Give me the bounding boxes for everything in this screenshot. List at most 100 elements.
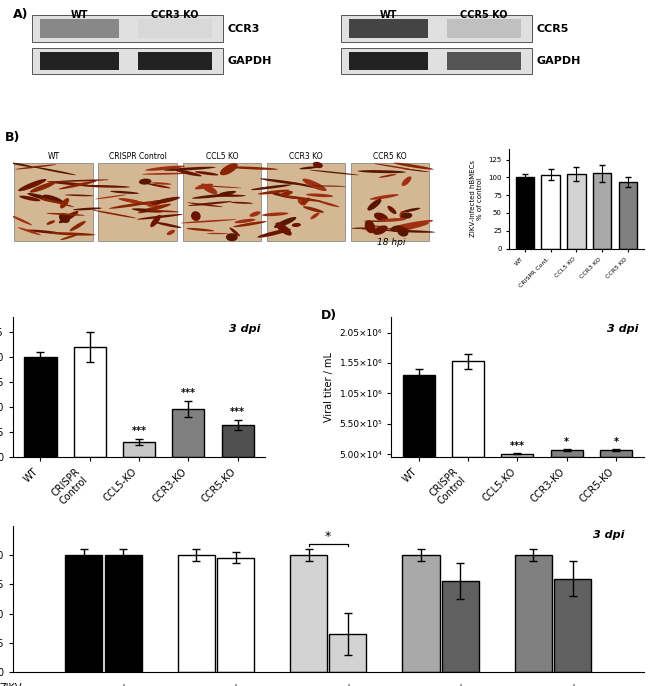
FancyBboxPatch shape [138,19,212,38]
Text: −: − [529,683,538,686]
Ellipse shape [250,211,261,217]
Ellipse shape [384,230,436,233]
Text: ZIKV: ZIKV [0,683,22,686]
Ellipse shape [59,213,70,223]
Ellipse shape [379,174,396,178]
Ellipse shape [187,202,223,207]
Bar [567,174,586,248]
Ellipse shape [270,192,295,199]
Bar [402,555,439,672]
FancyBboxPatch shape [349,51,428,71]
Text: WT: WT [71,10,88,21]
Text: ***: *** [230,407,245,417]
Ellipse shape [142,173,189,175]
Ellipse shape [309,170,359,175]
Ellipse shape [260,178,308,186]
Ellipse shape [18,227,41,235]
Ellipse shape [15,165,57,169]
Ellipse shape [361,228,411,230]
Ellipse shape [81,185,130,188]
Text: +: + [344,683,352,686]
Ellipse shape [311,213,320,220]
Ellipse shape [303,206,324,213]
Ellipse shape [365,220,375,233]
Ellipse shape [274,217,296,228]
Ellipse shape [58,211,79,223]
Ellipse shape [195,184,213,189]
Bar [501,453,534,457]
Bar [290,555,327,672]
Bar [541,174,560,248]
Text: ***: *** [131,426,147,436]
Ellipse shape [276,222,292,235]
Ellipse shape [167,230,175,235]
Ellipse shape [118,198,152,206]
Ellipse shape [364,220,387,222]
Text: CCR3: CCR3 [228,24,260,34]
Ellipse shape [43,195,63,203]
Text: −: − [80,683,88,686]
Ellipse shape [119,198,140,202]
Ellipse shape [374,213,388,222]
FancyBboxPatch shape [266,163,345,241]
Text: CCR3 KO: CCR3 KO [151,10,199,21]
Ellipse shape [201,183,217,194]
Ellipse shape [110,191,139,194]
Text: +: + [119,683,127,686]
Bar [65,555,102,672]
Ellipse shape [46,213,84,215]
Ellipse shape [313,162,323,168]
FancyBboxPatch shape [447,51,521,71]
Text: GAPDH: GAPDH [228,56,272,66]
Ellipse shape [18,179,46,191]
Ellipse shape [181,220,237,223]
Ellipse shape [300,166,318,169]
Ellipse shape [402,168,429,172]
Ellipse shape [188,201,232,206]
Ellipse shape [60,234,79,240]
Ellipse shape [30,182,56,193]
Ellipse shape [401,213,412,219]
Ellipse shape [138,204,171,213]
Bar [403,375,435,457]
Text: A): A) [13,8,29,21]
FancyBboxPatch shape [349,19,428,38]
Ellipse shape [58,180,97,189]
Ellipse shape [373,226,388,235]
Ellipse shape [151,182,172,185]
Ellipse shape [207,233,228,234]
Ellipse shape [394,222,429,232]
Ellipse shape [19,196,40,201]
Bar [593,173,612,248]
Text: *: * [325,530,332,543]
Bar [222,425,254,457]
FancyBboxPatch shape [14,163,94,241]
Ellipse shape [139,178,151,185]
Text: *: * [564,438,569,447]
Ellipse shape [197,185,242,188]
Ellipse shape [231,202,253,204]
Ellipse shape [229,228,240,237]
Ellipse shape [402,208,421,213]
Ellipse shape [73,207,102,211]
Ellipse shape [40,199,63,204]
Ellipse shape [219,191,236,195]
Text: WT: WT [380,10,397,21]
Bar [551,450,583,457]
Ellipse shape [258,189,290,195]
Ellipse shape [251,185,292,190]
Ellipse shape [146,165,185,171]
FancyBboxPatch shape [183,163,261,241]
Ellipse shape [70,221,86,231]
Text: 3 dpi: 3 dpi [607,324,638,335]
Text: 18 hpi: 18 hpi [377,237,406,247]
Text: CCL5 KO: CCL5 KO [205,152,238,161]
Ellipse shape [393,220,433,228]
Ellipse shape [92,210,136,218]
Ellipse shape [370,194,398,200]
Text: 3 dpi: 3 dpi [593,530,625,541]
Text: −: − [417,683,425,686]
Bar [73,347,106,457]
Ellipse shape [192,193,234,199]
Text: CCR5 KO: CCR5 KO [460,10,508,21]
